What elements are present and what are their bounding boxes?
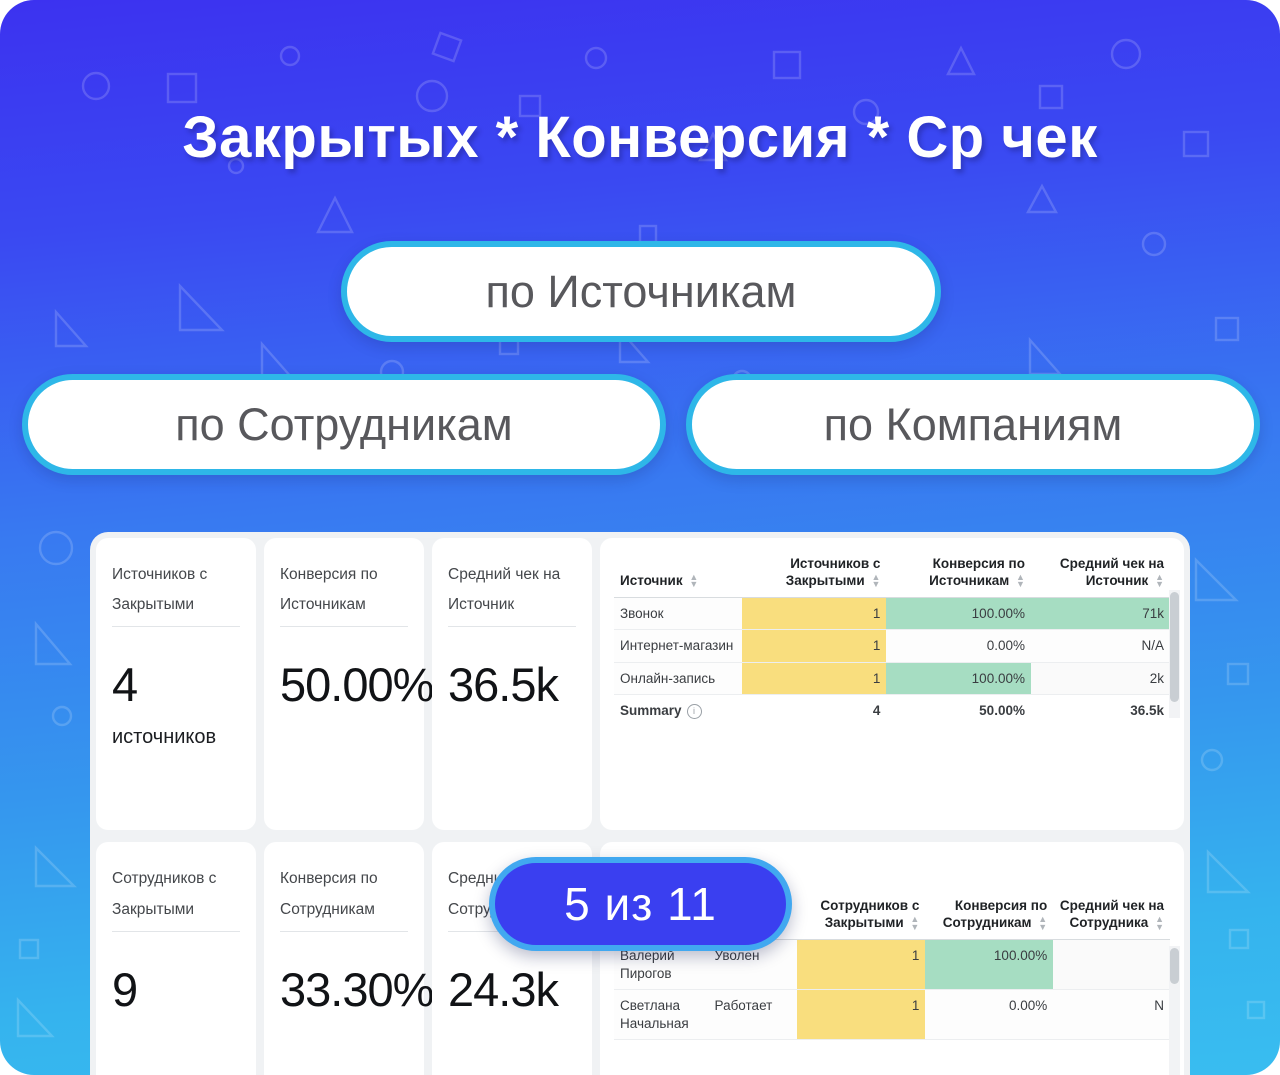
summary-conversion: 50.00% — [886, 694, 1031, 727]
kpi-label: Сотрудников с Закрытыми — [112, 870, 217, 918]
column-header-avgcheck[interactable]: Средний чек на Сотрудника ▲ ▼ — [1053, 894, 1170, 941]
column-label: Сотрудников с Закрытыми — [820, 898, 920, 931]
kpi-card-employees-closed: Сотрудников с Закрытыми 9 — [96, 842, 256, 1075]
kpi-card-sources-conversion: Конверсия по Источникам 50.00% — [264, 538, 434, 831]
sort-icon[interactable]: ▲▼ — [871, 571, 881, 590]
step-count-label: 5 из 11 — [564, 878, 717, 930]
sort-icon[interactable]: ▲▼ — [1155, 914, 1164, 932]
cell-status: Работает — [708, 989, 798, 1041]
kpi-value: 9 — [112, 962, 138, 1016]
employees-table: Сотрудник ▲▼ ▲▼ Сотрудников с Закрытыми … — [614, 894, 1170, 1041]
table-scrollbar-track[interactable] — [1169, 946, 1180, 1075]
cell-closed: 1 — [797, 989, 926, 1041]
tab-by-employees-label: по Сотрудникам — [175, 398, 513, 450]
sources-section: Источников с Закрытыми 4 источников Конв… — [90, 532, 1190, 831]
sources-table-card: Источник ▲ ▼ Источников с Закрытыми ▲ ▼ Ко… — [600, 538, 1184, 831]
summary-avgcheck: 36.5k — [1030, 694, 1170, 727]
summary-label-cell: Summary i — [614, 694, 742, 727]
cell-employee: Светлана Начальная — [614, 989, 709, 1041]
summary-label: Summary — [620, 703, 682, 719]
kpi-value: 24.3k — [448, 962, 559, 1016]
divider — [280, 626, 408, 628]
cell-conversion: 100.00% — [886, 662, 1031, 696]
sort-icon[interactable]: ▲▼ — [910, 914, 920, 932]
kpi-card-sources-closed: Источников с Закрытыми 4 источников — [96, 538, 256, 831]
kpi-label: Источников с Закрытыми — [112, 566, 208, 614]
table-row[interactable]: Валерий Пирогов Уволен 1 100.00% — [614, 939, 1170, 991]
cell-conversion: 0.00% — [925, 989, 1054, 1041]
cell-conversion: 0.00% — [886, 629, 1031, 663]
sort-icon[interactable]: ▲▼ — [1155, 571, 1164, 590]
table-header-row: Источник ▲ ▼ Источников с Закрытыми ▲ ▼ Ко… — [614, 552, 1170, 598]
step-count-badge: 5 из 11 — [489, 857, 792, 951]
table-row[interactable]: Интернет-магазин 1 0.00% N/A — [614, 629, 1170, 663]
cell-closed: 1 — [741, 662, 887, 696]
column-header-conversion[interactable]: Конверсия по Источникам ▲ ▼ — [886, 552, 1031, 598]
column-label: Источников с Закрытыми — [785, 556, 881, 588]
kpi-label: Средний чек на Источник — [448, 566, 561, 614]
tab-by-companies[interactable]: по Компаниям — [686, 374, 1260, 475]
cell-closed: 1 — [741, 597, 887, 631]
table-row[interactable]: Звонок 1 100.00% 71k — [614, 597, 1170, 631]
column-header-avgcheck[interactable]: Средний чек на Источник ▲ ▼ — [1030, 552, 1170, 598]
page-title: Закрытых * Конверсия * Ср чек — [182, 105, 1098, 170]
kpi-value: 50.00% — [280, 658, 434, 712]
employees-table-card: Сотрудник ▲▼ ▲▼ Сотрудников с Закрытыми … — [600, 842, 1184, 1075]
dashboard-panel: Источников с Закрытыми 4 источников Конв… — [90, 532, 1190, 1075]
cell-source: Онлайн-запись — [614, 662, 742, 696]
cell-source: Интернет-магазин — [614, 629, 742, 663]
kpi-card-sources-avgcheck: Средний чек на Источник 36.5k — [432, 538, 592, 831]
cell-closed: 1 — [797, 939, 926, 991]
tab-by-sources-label: по Источникам — [485, 265, 797, 317]
divider — [448, 626, 576, 628]
cell-avgcheck: 2k — [1030, 662, 1170, 696]
kpi-label: Конверсия по Источникам — [280, 566, 378, 614]
cell-avgcheck: N — [1053, 989, 1170, 1041]
summary-closed: 4 — [741, 694, 887, 727]
tab-by-sources[interactable]: по Источникам — [341, 241, 941, 342]
cell-conversion: 100.00% — [886, 597, 1031, 631]
column-header-conversion[interactable]: Конверсия по Сотрудникам ▲ ▼ — [925, 894, 1054, 941]
employees-section: Сотрудников с Закрытыми 9 Конверсия по С… — [90, 830, 1190, 1075]
cell-avgcheck: 71k — [1030, 597, 1170, 631]
sources-table: Источник ▲ ▼ Источников с Закрытыми ▲ ▼ Ко… — [614, 552, 1170, 727]
cell-conversion: 100.00% — [925, 939, 1054, 991]
column-label: Конверсия по Сотрудникам — [942, 898, 1048, 931]
tab-by-employees[interactable]: по Сотрудникам — [22, 374, 666, 475]
table-scrollbar-thumb[interactable] — [1170, 592, 1179, 702]
column-label: Средний чек на Источник — [1059, 556, 1164, 588]
table-summary-row: Summary i 4 50.00% 36.5k — [614, 694, 1170, 727]
cell-source: Звонок — [614, 597, 742, 631]
sort-icon[interactable]: ▲▼ — [689, 571, 699, 590]
table-row[interactable]: Светлана Начальная Работает 1 0.00% N — [614, 989, 1170, 1041]
column-header-closed[interactable]: Источников с Закрытыми ▲ ▼ — [741, 552, 887, 598]
cell-avgcheck — [1053, 939, 1170, 991]
cell-closed: 1 — [741, 629, 887, 663]
divider — [112, 930, 240, 932]
column-label: Средний чек на Сотрудника — [1059, 898, 1164, 931]
kpi-value: 33.30% — [280, 962, 434, 1016]
column-label: Источник — [620, 572, 683, 588]
sort-icon[interactable]: ▲▼ — [1016, 571, 1025, 590]
cell-avgcheck: N/A — [1030, 629, 1170, 663]
divider — [112, 626, 240, 628]
table-scrollbar-thumb[interactable] — [1170, 948, 1179, 985]
column-label: Конверсия по Источникам — [929, 556, 1025, 588]
kpi-card-employees-conversion: Конверсия по Сотрудникам 33.30% — [264, 842, 434, 1075]
info-icon[interactable]: i — [686, 704, 702, 720]
divider — [280, 930, 408, 932]
kpi-value: 4 — [112, 658, 138, 712]
tab-by-companies-label: по Компаниям — [823, 398, 1123, 450]
column-header-source[interactable]: Источник ▲ ▼ — [614, 552, 742, 598]
kpi-value: 36.5k — [448, 658, 559, 712]
column-header-closed[interactable]: Сотрудников с Закрытыми ▲ ▼ — [797, 894, 926, 941]
sort-icon[interactable]: ▲▼ — [1038, 914, 1048, 932]
kpi-label: Конверсия по Сотрудникам — [280, 870, 378, 918]
table-row[interactable]: Онлайн-запись 1 100.00% 2k — [614, 662, 1170, 696]
kpi-unit: источников — [112, 726, 217, 749]
